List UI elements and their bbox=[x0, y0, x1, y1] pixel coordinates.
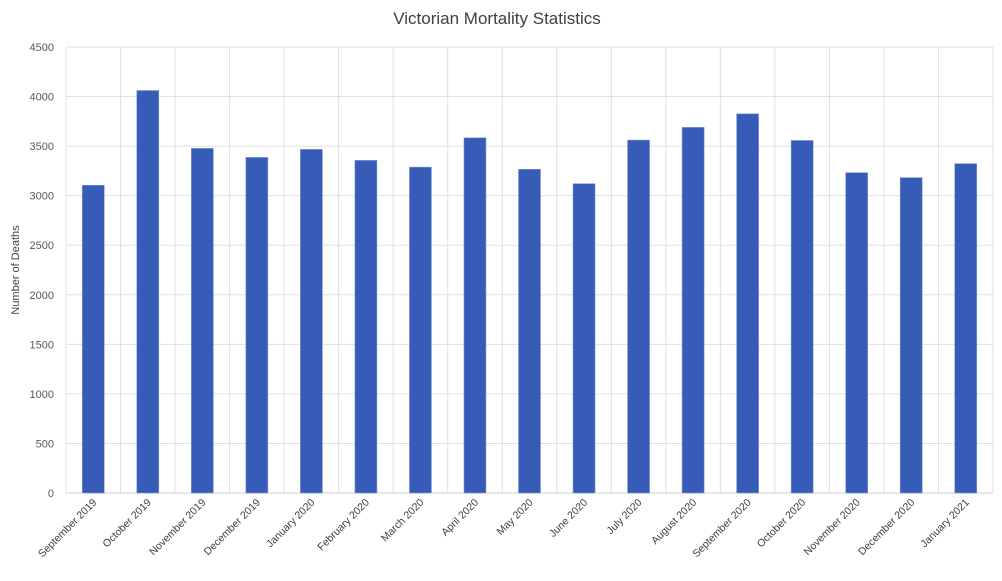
x-tick-label: November 2020 bbox=[801, 497, 862, 558]
bar bbox=[518, 169, 541, 494]
y-tick-label: 3500 bbox=[30, 141, 54, 153]
bar bbox=[409, 166, 432, 494]
bar bbox=[627, 139, 650, 494]
bar bbox=[736, 113, 759, 494]
bar bbox=[681, 127, 705, 494]
y-tick-label: 0 bbox=[48, 488, 54, 500]
bar bbox=[572, 183, 596, 494]
y-axis-ticks: 0 500 1000 1500 2000 2500 3000 3500 4000 4500 bbox=[30, 42, 54, 500]
x-tick-label: May 2020 bbox=[495, 497, 536, 538]
y-tick-label: 4000 bbox=[30, 92, 54, 104]
y-tick-label: 3000 bbox=[30, 191, 54, 203]
bar bbox=[245, 157, 269, 494]
gridlines bbox=[65, 46, 994, 494]
x-tick-label: October 2019 bbox=[100, 497, 154, 551]
x-tick-label: September 2020 bbox=[690, 497, 753, 560]
bars bbox=[81, 90, 978, 494]
y-tick-label: 500 bbox=[36, 438, 54, 450]
bar bbox=[354, 160, 378, 494]
bar bbox=[845, 172, 868, 494]
x-tick-label: July 2020 bbox=[604, 497, 644, 537]
x-tick-label: November 2019 bbox=[147, 497, 208, 558]
bar bbox=[954, 163, 978, 494]
x-tick-label: January 2021 bbox=[918, 497, 972, 551]
x-tick-label: October 2020 bbox=[755, 497, 809, 551]
x-tick-label: February 2020 bbox=[315, 497, 372, 554]
bar bbox=[463, 137, 487, 494]
x-tick-label: December 2019 bbox=[202, 497, 263, 558]
bar bbox=[81, 184, 105, 494]
x-tick-label: December 2020 bbox=[856, 497, 917, 558]
x-tick-label: April 2020 bbox=[439, 497, 481, 539]
x-tick-label: June 2020 bbox=[547, 497, 590, 540]
y-tick-label: 1000 bbox=[30, 389, 54, 401]
bar bbox=[300, 149, 323, 494]
y-tick-label: 2500 bbox=[30, 240, 54, 252]
y-axis-label: Number of Deaths bbox=[10, 225, 22, 315]
x-tick-label: September 2019 bbox=[36, 497, 99, 560]
bar bbox=[899, 177, 923, 494]
bar bbox=[790, 140, 814, 494]
bar bbox=[136, 90, 160, 494]
bar bbox=[191, 148, 214, 494]
y-tick-label: 2000 bbox=[30, 290, 54, 302]
x-tick-label: August 2020 bbox=[649, 497, 699, 547]
chart-title: Victorian Mortality Statistics bbox=[393, 9, 601, 28]
x-tick-label: March 2020 bbox=[379, 497, 427, 545]
x-tick-label: January 2020 bbox=[264, 497, 318, 551]
y-tick-label: 4500 bbox=[30, 42, 54, 54]
y-tick-label: 1500 bbox=[30, 339, 54, 351]
